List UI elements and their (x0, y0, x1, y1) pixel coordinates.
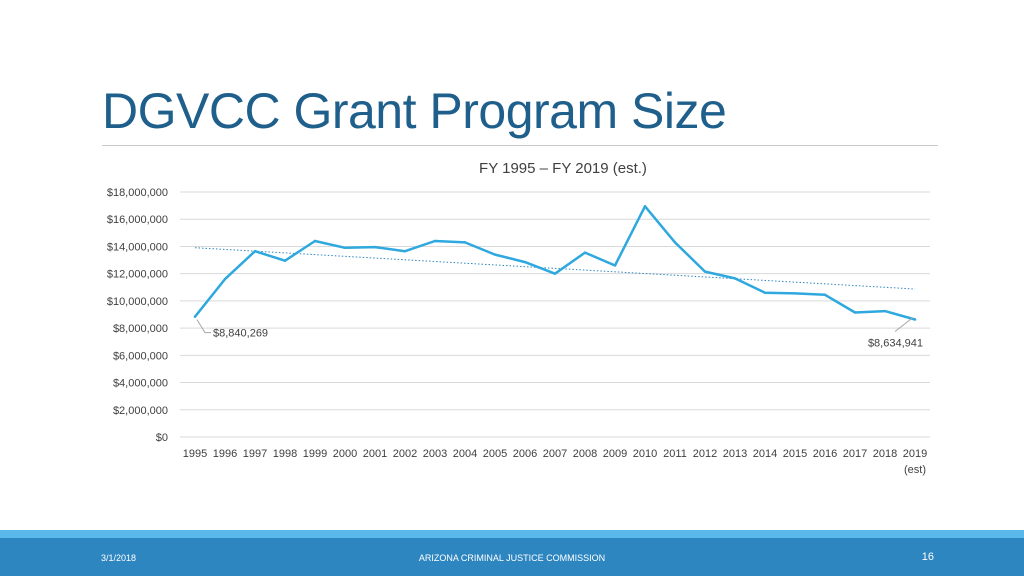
x-tick-label: 2005 (483, 448, 507, 460)
line-chart: FY 1995 – FY 2019 (est.) $0 $2,000,000 $4,0… (107, 160, 930, 476)
footer-bar: 3/1/2018 ARIZONA CRIMINAL JUSTICE COMMIS… (0, 538, 1024, 576)
chart-title: FY 1995 – FY 2019 (est.) (479, 160, 647, 177)
y-tick-label: $0 (156, 432, 168, 444)
data-point (643, 205, 647, 208)
data-point (553, 272, 557, 275)
data-point (793, 292, 797, 295)
x-tick-label: 2018 (873, 448, 897, 460)
data-point (463, 241, 467, 244)
y-tick-label: $12,000,000 (107, 269, 168, 281)
x-tick-label: 2000 (333, 448, 357, 460)
x-tick-label: 2012 (693, 448, 717, 460)
data-point (253, 250, 257, 253)
data-label-leader (894, 317, 914, 332)
data-point (343, 246, 347, 250)
x-tick-label: 2004 (453, 448, 477, 460)
x-tick-label: 1997 (243, 448, 267, 460)
footer-accent-bar (0, 530, 1024, 538)
x-tick-label: 2001 (363, 448, 387, 460)
data-point (523, 260, 527, 264)
data-label-leader (196, 319, 211, 334)
data-point (613, 264, 617, 267)
x-tick-label: 1995 (183, 448, 207, 460)
x-tick-sublabel: (est) (904, 464, 926, 476)
y-tick-label: $10,000,000 (107, 296, 168, 308)
page-number: 16 (921, 551, 934, 563)
x-tick-label: 2011 (663, 448, 687, 460)
data-point (313, 239, 317, 243)
y-tick-label: $18,000,000 (107, 187, 168, 199)
data-point (673, 241, 677, 244)
data-point (913, 318, 917, 321)
data-point (883, 309, 887, 313)
x-tick-label: 2019 (903, 448, 927, 460)
slide-title: DGVCC Grant Program Size (102, 83, 727, 139)
x-tick-label: 1998 (273, 448, 297, 460)
data-point (283, 259, 287, 262)
data-point (373, 245, 377, 249)
x-tick-label: 1996 (213, 448, 237, 460)
x-tick-label: 2009 (603, 448, 627, 460)
footer-organization: ARIZONA CRIMINAL JUSTICE COMMISSION (418, 553, 606, 563)
data-point (403, 250, 407, 253)
y-tick-label: $4,000,000 (113, 378, 168, 390)
data-point (583, 251, 587, 254)
title-divider (102, 145, 938, 146)
x-tick-label: 2002 (393, 448, 417, 460)
x-tick-label: 2007 (543, 448, 567, 460)
data-point (493, 253, 497, 256)
x-tick-label: 2013 (723, 448, 747, 460)
series-line (193, 205, 917, 321)
data-label: $8,840,269 (213, 328, 268, 340)
data-label: $8,634,941 (868, 337, 923, 349)
y-tick-label: $14,000,000 (107, 241, 168, 253)
x-tick-label: 2015 (783, 448, 807, 460)
x-tick-label: 2003 (423, 448, 447, 460)
x-tick-label: 2006 (513, 448, 537, 460)
x-tick-label: 1999 (303, 448, 327, 460)
footer-date: 3/1/2018 (101, 553, 137, 563)
y-tick-label: $6,000,000 (113, 350, 168, 362)
y-tick-label: $2,000,000 (113, 405, 168, 417)
data-point (703, 270, 707, 273)
x-tick-label: 2014 (753, 448, 777, 460)
data-point (433, 239, 437, 243)
x-tick-label: 2016 (813, 448, 837, 460)
data-point (853, 311, 857, 314)
data-point (763, 291, 767, 294)
x-tick-label: 2017 (843, 448, 867, 460)
y-tick-label: $8,000,000 (113, 323, 168, 335)
data-point (223, 277, 227, 281)
data-point (193, 315, 197, 318)
x-tick-label: 2010 (633, 448, 657, 460)
data-point (823, 293, 827, 296)
data-point (733, 277, 737, 280)
trendline (194, 247, 916, 290)
y-tick-label: $16,000,000 (107, 214, 168, 226)
x-tick-label: 2008 (573, 448, 597, 460)
